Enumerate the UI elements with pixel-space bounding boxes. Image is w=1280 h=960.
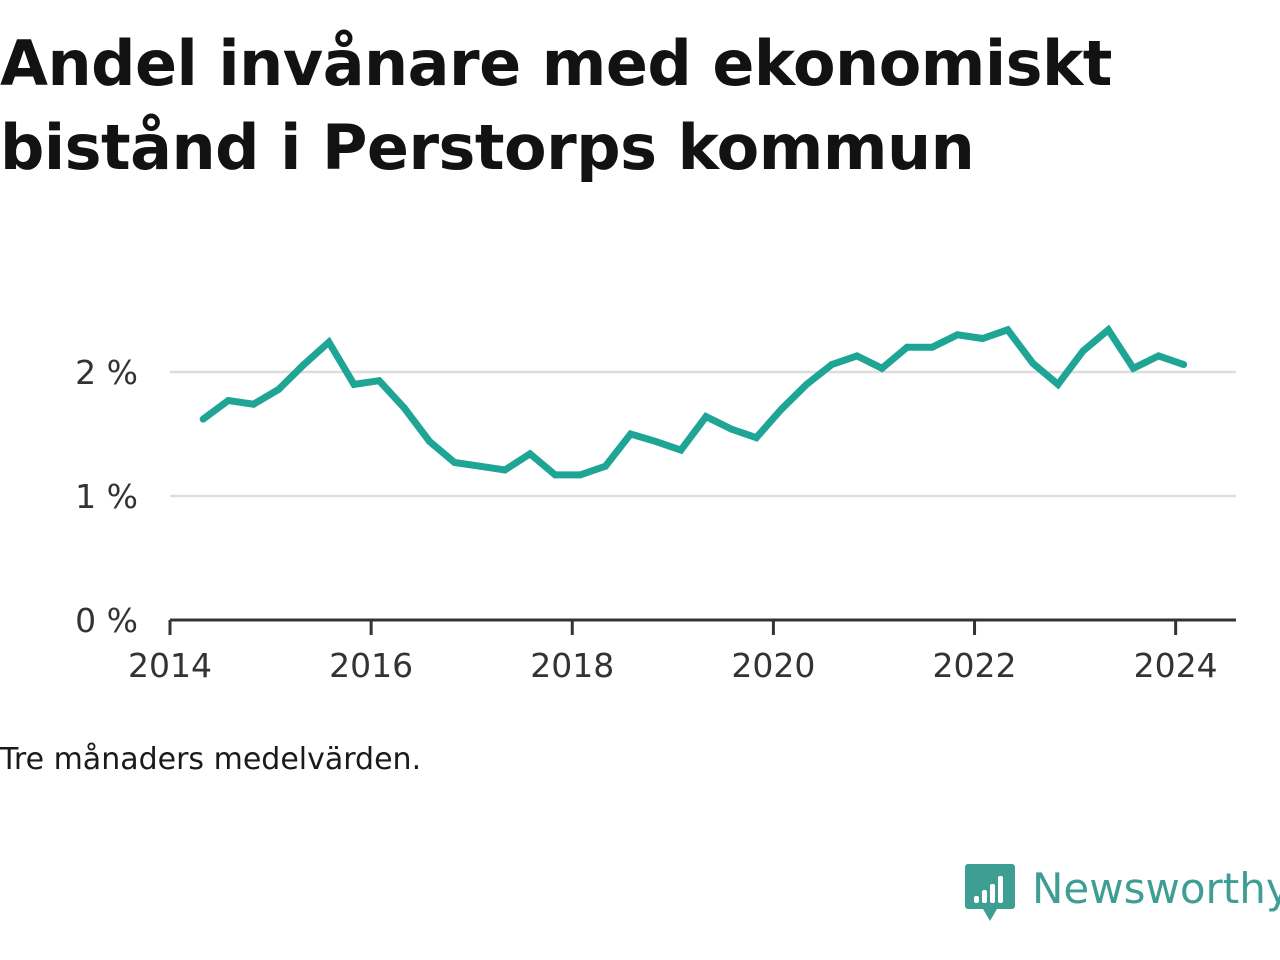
data-point: [1079, 347, 1087, 355]
data-point: [199, 415, 207, 423]
data-point: [1180, 361, 1188, 369]
data-point: [1054, 380, 1062, 388]
gridlines: [170, 370, 1236, 498]
data-point: [752, 434, 760, 442]
data-point: [249, 400, 257, 408]
data-point: [476, 462, 484, 470]
y-tick-label: 2 %: [75, 353, 138, 392]
data-point: [501, 466, 509, 474]
data-point: [627, 430, 635, 438]
y-axis-labels: 0 % 1 % 2 %: [75, 353, 138, 640]
data-point: [903, 343, 911, 351]
x-tick-label: 2024: [1134, 646, 1218, 685]
data-point: [224, 397, 232, 405]
data-point: [1029, 359, 1037, 367]
line-chart: 2014 2016 2018 2020 2022 2024 0 % 1 % 2 %: [75, 324, 1236, 685]
chart-note: Tre månaders medelvärden.: [0, 742, 422, 777]
data-point: [1004, 326, 1012, 334]
data-point: [777, 405, 785, 413]
data-point: [375, 377, 383, 385]
data-point: [400, 404, 408, 412]
data-point: [526, 450, 534, 458]
bar-chart-speech-bubble-icon: [965, 864, 1015, 921]
data-point: [1104, 326, 1112, 334]
data-point: [325, 338, 333, 346]
data-point: [350, 380, 358, 388]
y-tick-label: 1 %: [75, 477, 138, 516]
chart-title: Andel invånare med ekonomiskt bistånd i …: [0, 27, 1112, 184]
data-point: [727, 425, 735, 433]
data-point: [853, 352, 861, 360]
brand-name: Newsworthy: [1032, 864, 1280, 913]
data-point: [828, 361, 836, 369]
data-point: [928, 343, 936, 351]
data-point: [652, 437, 660, 445]
data-point: [601, 462, 609, 470]
y-tick-label: 0 %: [75, 601, 138, 640]
data-point: [953, 331, 961, 339]
data-point: [300, 361, 308, 369]
data-point: [551, 471, 559, 479]
data-point: [1155, 352, 1163, 360]
data-point: [878, 364, 886, 372]
data-point: [451, 459, 459, 467]
x-tick-label: 2022: [933, 646, 1017, 685]
series-line: [201, 324, 1185, 479]
x-tick-label: 2016: [329, 646, 413, 685]
x-tick-label: 2014: [128, 646, 212, 685]
data-point: [979, 335, 987, 343]
data-point: [803, 380, 811, 388]
data-point: [1129, 364, 1137, 372]
series-layer: [199, 324, 1188, 479]
x-tick-label: 2018: [530, 646, 614, 685]
x-tick-label: 2020: [731, 646, 815, 685]
x-axis: 2014 2016 2018 2020 2022 2024: [128, 618, 1236, 685]
data-point: [275, 385, 283, 393]
data-point: [677, 446, 685, 454]
data-point: [702, 413, 710, 421]
data-point: [425, 437, 433, 445]
data-point: [576, 471, 584, 479]
